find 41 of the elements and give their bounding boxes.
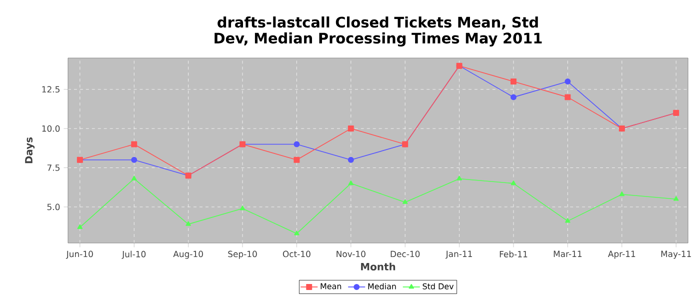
point	[673, 196, 679, 201]
point	[240, 206, 246, 210]
point	[131, 156, 138, 163]
point	[348, 180, 354, 186]
point	[294, 141, 300, 148]
x-tick-label: Nov-10	[336, 250, 366, 258]
y-tick-label: 7.5	[47, 164, 60, 171]
point	[131, 141, 138, 148]
y-tick-label: 5.0	[47, 204, 60, 210]
point	[456, 176, 462, 180]
y-axis-title: Days	[25, 137, 35, 164]
x-tick-label: Oct-10	[282, 250, 310, 258]
x-tick-label: May-11	[661, 250, 691, 259]
point	[348, 126, 354, 132]
x-tick-label: Jun-10	[66, 250, 93, 259]
x-tick-label: Dec-10	[390, 250, 420, 258]
point	[510, 94, 516, 100]
x-axis-title: Month	[361, 262, 396, 270]
point	[510, 78, 516, 84]
point	[348, 156, 354, 163]
point	[131, 176, 137, 180]
point	[402, 199, 408, 204]
chart-title: drafts-lastcall Closed Tickets Mean, Std Dev, Median Processing Times May 2011	[214, 16, 542, 47]
point	[77, 224, 83, 230]
y-tick-label: 12.5	[42, 86, 60, 93]
y-tick-label: 10.0	[42, 125, 60, 132]
x-tick-label: Jan-11	[445, 250, 472, 259]
point	[294, 156, 300, 163]
point	[565, 218, 570, 223]
point	[186, 221, 191, 226]
point	[510, 180, 516, 186]
point	[564, 94, 571, 100]
x-tick-label: Sep-10	[228, 250, 257, 259]
x-tick-label: Jul-10	[122, 250, 146, 259]
x-tick-label: Aug-10	[173, 250, 203, 259]
x-tick-label: Apr-11	[608, 250, 636, 259]
point	[564, 78, 571, 84]
x-tick-label: Feb-11	[500, 250, 528, 258]
x-tick-label: Mar-11	[554, 250, 582, 258]
point	[294, 230, 300, 236]
point	[619, 191, 625, 196]
